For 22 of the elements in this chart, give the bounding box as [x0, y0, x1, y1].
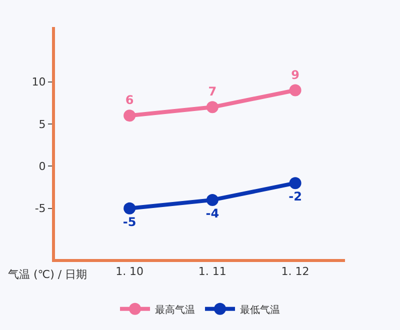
x-tick-label: 1. 12 — [281, 265, 310, 278]
point — [289, 84, 302, 96]
legend-label: 最低气温 — [240, 304, 280, 316]
x-tick-label: 1. 11 — [198, 265, 226, 278]
data-label: -5 — [122, 214, 136, 229]
legend-label: 最高气温 — [155, 304, 195, 316]
y-tick-label: 0 — [38, 160, 46, 174]
y-tick-label: -5 — [34, 202, 46, 216]
point — [206, 101, 218, 114]
data-label: 9 — [291, 68, 300, 82]
y-tick-label: 10 — [32, 76, 46, 89]
data-label: 7 — [208, 84, 217, 99]
x-axis-title: 气温 (℃) / 日期 — [8, 268, 88, 281]
point — [124, 110, 136, 122]
data-label: -2 — [288, 190, 302, 204]
point — [289, 177, 302, 190]
x-tick-label: 1. 10 — [116, 265, 144, 278]
point — [124, 202, 136, 214]
point — [206, 194, 218, 206]
data-label: -4 — [206, 206, 220, 220]
y-tick-label: 5 — [38, 118, 46, 131]
data-label: 6 — [125, 93, 134, 108]
